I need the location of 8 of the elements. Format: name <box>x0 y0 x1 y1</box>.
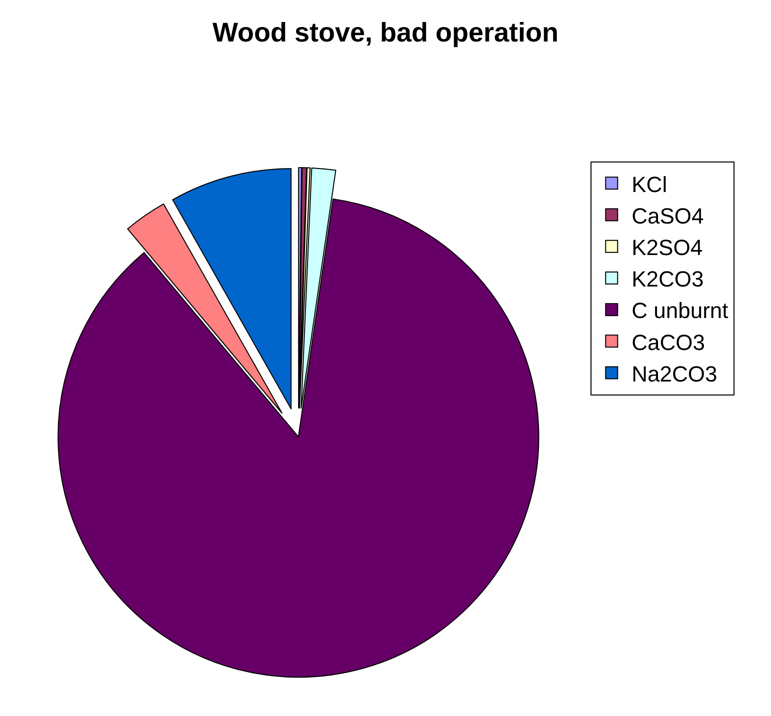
legend-label: CaCO3 <box>632 330 705 355</box>
legend-label: K2SO4 <box>632 234 703 260</box>
chart-title: Wood stove, bad operation <box>212 18 559 48</box>
legend-label: KCl <box>632 172 668 197</box>
legend-label: K2CO3 <box>632 266 704 292</box>
legend-label: Na2CO3 <box>632 361 718 386</box>
legend-label: CaSO4 <box>632 203 704 228</box>
legend-label: C unburnt <box>632 298 728 324</box>
